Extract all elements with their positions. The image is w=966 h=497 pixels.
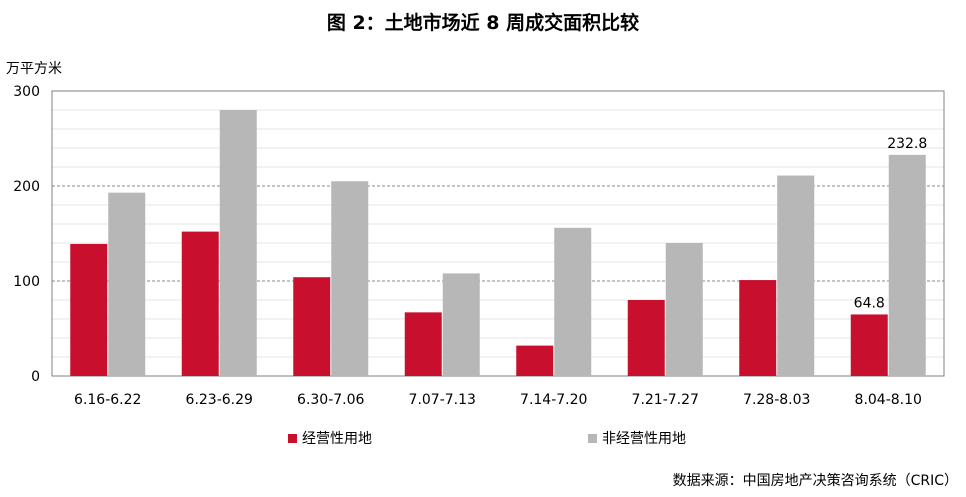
x-category-label: 6.16-6.22 (74, 392, 141, 408)
data-label: 64.8 (854, 295, 885, 311)
bar-operating (293, 277, 331, 376)
bar-non-operating (888, 154, 926, 376)
bar-non-operating (219, 110, 257, 376)
x-category-label: 8.04-8.10 (855, 392, 922, 408)
data-label: 232.8 (887, 136, 927, 152)
bar-operating (404, 312, 442, 376)
x-category-label: 6.30-7.06 (297, 392, 364, 408)
bar-operating (627, 300, 665, 376)
bar-operating (516, 345, 554, 376)
legend-swatch-non-operating (588, 433, 597, 443)
y-tick-label: 300 (13, 84, 40, 100)
chart-title: 图 2：土地市场近 8 周成交面积比较 (326, 12, 640, 34)
bar-non-operating (554, 227, 592, 376)
bar-operating (850, 314, 888, 376)
bar-non-operating (665, 243, 703, 376)
legend-label-operating: 经营性用地 (302, 431, 372, 447)
x-category-label: 7.28-8.03 (743, 392, 810, 408)
plot-border (51, 90, 945, 377)
bar-non-operating (331, 181, 369, 376)
x-category-label: 7.21-7.27 (632, 392, 699, 408)
x-category-label: 6.23-6.29 (186, 392, 253, 408)
bar-non-operating (777, 175, 815, 376)
y-axis-unit-label: 万平方米 (6, 61, 62, 77)
bar-operating (70, 243, 108, 376)
y-tick-label: 0 (31, 369, 40, 385)
legend-label-non-operating: 非经营性用地 (602, 431, 686, 447)
bar-operating (181, 231, 219, 376)
legend-swatch-operating (288, 433, 297, 443)
bar-operating (739, 280, 777, 376)
x-category-label: 7.07-7.13 (409, 392, 476, 408)
y-tick-label: 100 (13, 274, 40, 290)
bar-non-operating (442, 273, 480, 376)
legend-item-operating: 经营性用地 (288, 428, 372, 448)
source-note: 数据来源：中国房地产决策咨询系统（CRIC） (672, 473, 958, 489)
x-category-label: 7.14-7.20 (520, 392, 587, 408)
legend-item-non-operating: 非经营性用地 (588, 428, 686, 448)
y-tick-label: 200 (13, 179, 40, 195)
bar-non-operating (108, 192, 146, 376)
